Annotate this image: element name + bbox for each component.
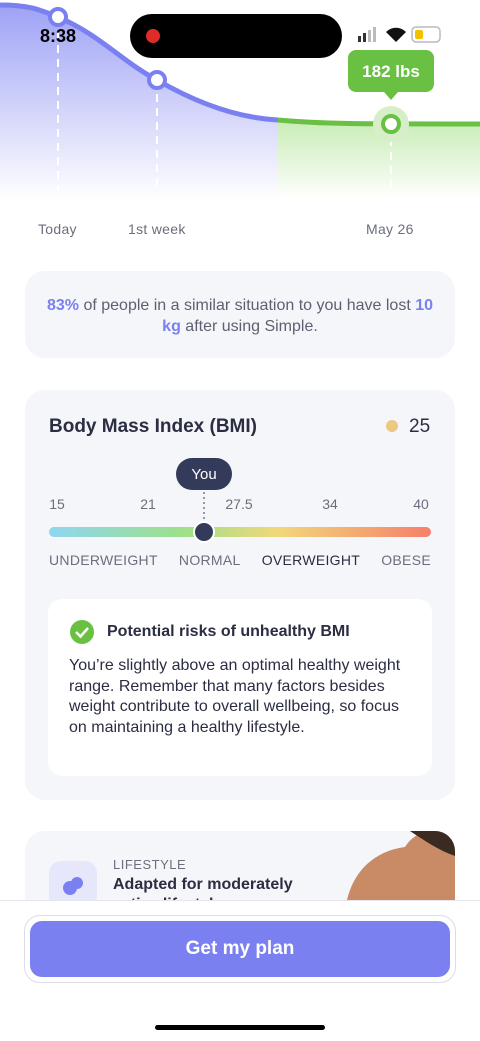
lifestyle-icon [63, 877, 83, 895]
point [381, 114, 401, 134]
lifestyle-label: LIFESTYLE [113, 857, 187, 872]
x-label: Today [38, 221, 77, 237]
bmi-scale: 15 21 27.5 34 40 You [25, 390, 455, 580]
bmi-title: Body Mass Index (BMI) [49, 416, 257, 437]
tooltip-box [348, 50, 434, 92]
person-image [345, 831, 455, 911]
you-label: You [191, 466, 216, 483]
x-label: 1st week [128, 221, 186, 237]
category: OBESE [381, 552, 431, 568]
stat-text: 83% of people in a similar situation to … [45, 295, 435, 337]
home-indicator [155, 1025, 325, 1030]
risk-text: You’re slightly above an optimal healthy… [69, 657, 401, 736]
tick-label: 15 [49, 496, 65, 512]
status-icons [358, 26, 441, 43]
category: UNDERWEIGHT [49, 552, 158, 568]
category: OVERWEIGHT [261, 552, 361, 568]
risk-title: Potential risks of unhealthy BMI [107, 623, 350, 640]
record-dot [146, 29, 160, 43]
curve-goal [277, 117, 480, 127]
bmi-categories: UNDERWEIGHT NORMAL OVERWEIGHT OBESE [49, 552, 431, 568]
tick-label: 21 [140, 496, 156, 512]
area-goal [278, 120, 480, 200]
percent: 83% [46, 297, 80, 314]
bmi-scale-svg: 15 21 27.5 34 40 You [49, 458, 431, 543]
bmi-value: 25 [409, 416, 431, 437]
text: after using Simple. [185, 318, 318, 335]
tooltip-tail [384, 92, 398, 100]
you-bubble [176, 458, 232, 490]
check-icon [70, 620, 94, 644]
cta-button[interactable]: Get my plan [30, 921, 450, 977]
curve [0, 2, 279, 123]
stat-card: 83% of people in a similar situation to … [25, 271, 455, 358]
bottom-bar: Get my plan [0, 900, 480, 1041]
tooltip: 182 lbs [362, 62, 420, 81]
area-past [0, 5, 278, 200]
risk-box: Potential risks of unhealthy BMI You’re … [48, 599, 432, 776]
bmi-marker [193, 521, 215, 543]
tick-label: 40 [413, 496, 429, 512]
tick-label: 27.5 [225, 496, 252, 512]
dynamic-island [130, 14, 342, 58]
point [48, 7, 68, 27]
bmi-bar [49, 527, 431, 537]
weight-chart: 182 lbs [0, 2, 480, 200]
bmi-card: Body Mass Index (BMI) 25 15 21 27.5 34 40 You… [25, 390, 455, 800]
tick-label: 34 [322, 496, 338, 512]
text: of people in a similar situation to you … [83, 297, 411, 314]
point [147, 70, 167, 90]
bmi-dot [386, 420, 398, 432]
amount: 10 kg [162, 297, 434, 335]
category: NORMAL [178, 552, 241, 568]
x-label: May 26 [366, 221, 414, 237]
button-outline [24, 915, 456, 983]
time: 8:38 [40, 26, 77, 46]
